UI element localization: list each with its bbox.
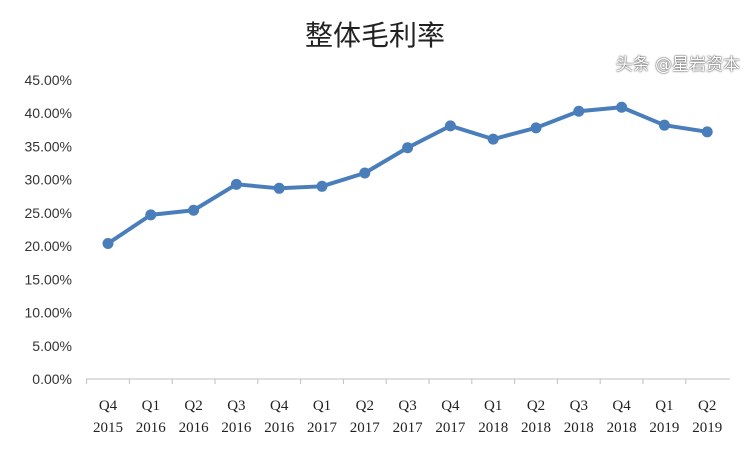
y-tick-label: 20.00% bbox=[25, 238, 72, 254]
data-point bbox=[573, 105, 585, 117]
y-tick-label: 35.00% bbox=[25, 138, 72, 154]
data-point bbox=[316, 180, 328, 192]
y-tick-label: 10.00% bbox=[25, 305, 72, 321]
data-point bbox=[530, 122, 542, 134]
data-point bbox=[402, 142, 414, 154]
data-point bbox=[359, 167, 371, 179]
x-tick-label-quarter: Q2 bbox=[184, 398, 202, 414]
y-tick-label: 40.00% bbox=[25, 105, 72, 121]
series-line bbox=[106, 105, 708, 246]
x-tick-label-quarter: Q1 bbox=[142, 398, 160, 414]
data-point bbox=[487, 133, 499, 145]
y-tick-label: 45.00% bbox=[25, 72, 72, 88]
x-tick-label-year: 2015 bbox=[93, 420, 123, 436]
x-tick-label-year: 2016 bbox=[221, 420, 252, 436]
x-tick-label-year: 2017 bbox=[435, 420, 466, 436]
x-tick-label-year: 2017 bbox=[307, 420, 338, 436]
data-point bbox=[273, 182, 285, 194]
x-tick-label-quarter: Q2 bbox=[698, 398, 716, 414]
data-point bbox=[616, 101, 628, 113]
x-tick-label-year: 2018 bbox=[607, 420, 637, 436]
x-tick-label-quarter: Q4 bbox=[612, 398, 631, 414]
x-tick-label-quarter: Q1 bbox=[313, 398, 331, 414]
x-tick-label-quarter: Q2 bbox=[356, 398, 374, 414]
x-tick-label-year: 2017 bbox=[393, 420, 424, 436]
x-tick-label-quarter: Q4 bbox=[99, 398, 118, 414]
chart-title: 整体毛利率 bbox=[304, 19, 445, 52]
data-point bbox=[102, 237, 114, 249]
x-tick-label-year: 2019 bbox=[649, 420, 679, 436]
data-point bbox=[230, 178, 242, 190]
x-tick-label-quarter: Q1 bbox=[484, 398, 502, 414]
watermark: 头条 @星岩资本 bbox=[615, 55, 740, 75]
x-tick-label-year: 2018 bbox=[521, 420, 551, 436]
x-tick-label-year: 2017 bbox=[350, 420, 381, 436]
x-tick-label-quarter: Q1 bbox=[655, 398, 673, 414]
x-tick-label-quarter: Q3 bbox=[227, 398, 245, 414]
data-point bbox=[444, 120, 456, 132]
data-point bbox=[188, 204, 200, 216]
x-tick-label-year: 2016 bbox=[264, 420, 295, 436]
data-point bbox=[658, 119, 670, 131]
y-tick-label: 15.00% bbox=[25, 271, 72, 287]
y-tick-label: 0.00% bbox=[32, 371, 72, 387]
x-tick-label-quarter: Q3 bbox=[570, 398, 588, 414]
data-point bbox=[145, 209, 157, 221]
y-tick-label: 30.00% bbox=[25, 172, 72, 188]
x-tick-label-year: 2016 bbox=[136, 420, 167, 436]
x-tick-label-year: 2018 bbox=[564, 420, 594, 436]
x-tick-label-quarter: Q2 bbox=[527, 398, 545, 414]
x-tick-label-quarter: Q4 bbox=[270, 398, 289, 414]
x-tick-label-quarter: Q4 bbox=[441, 398, 460, 414]
x-tick-label-year: 2016 bbox=[179, 420, 210, 436]
y-tick-label: 5.00% bbox=[32, 338, 72, 354]
x-tick-label-year: 2018 bbox=[478, 420, 508, 436]
x-tick-label-year: 2019 bbox=[692, 420, 722, 436]
data-point bbox=[701, 126, 713, 138]
x-tick-label-quarter: Q3 bbox=[398, 398, 416, 414]
y-tick-label: 25.00% bbox=[25, 205, 72, 221]
